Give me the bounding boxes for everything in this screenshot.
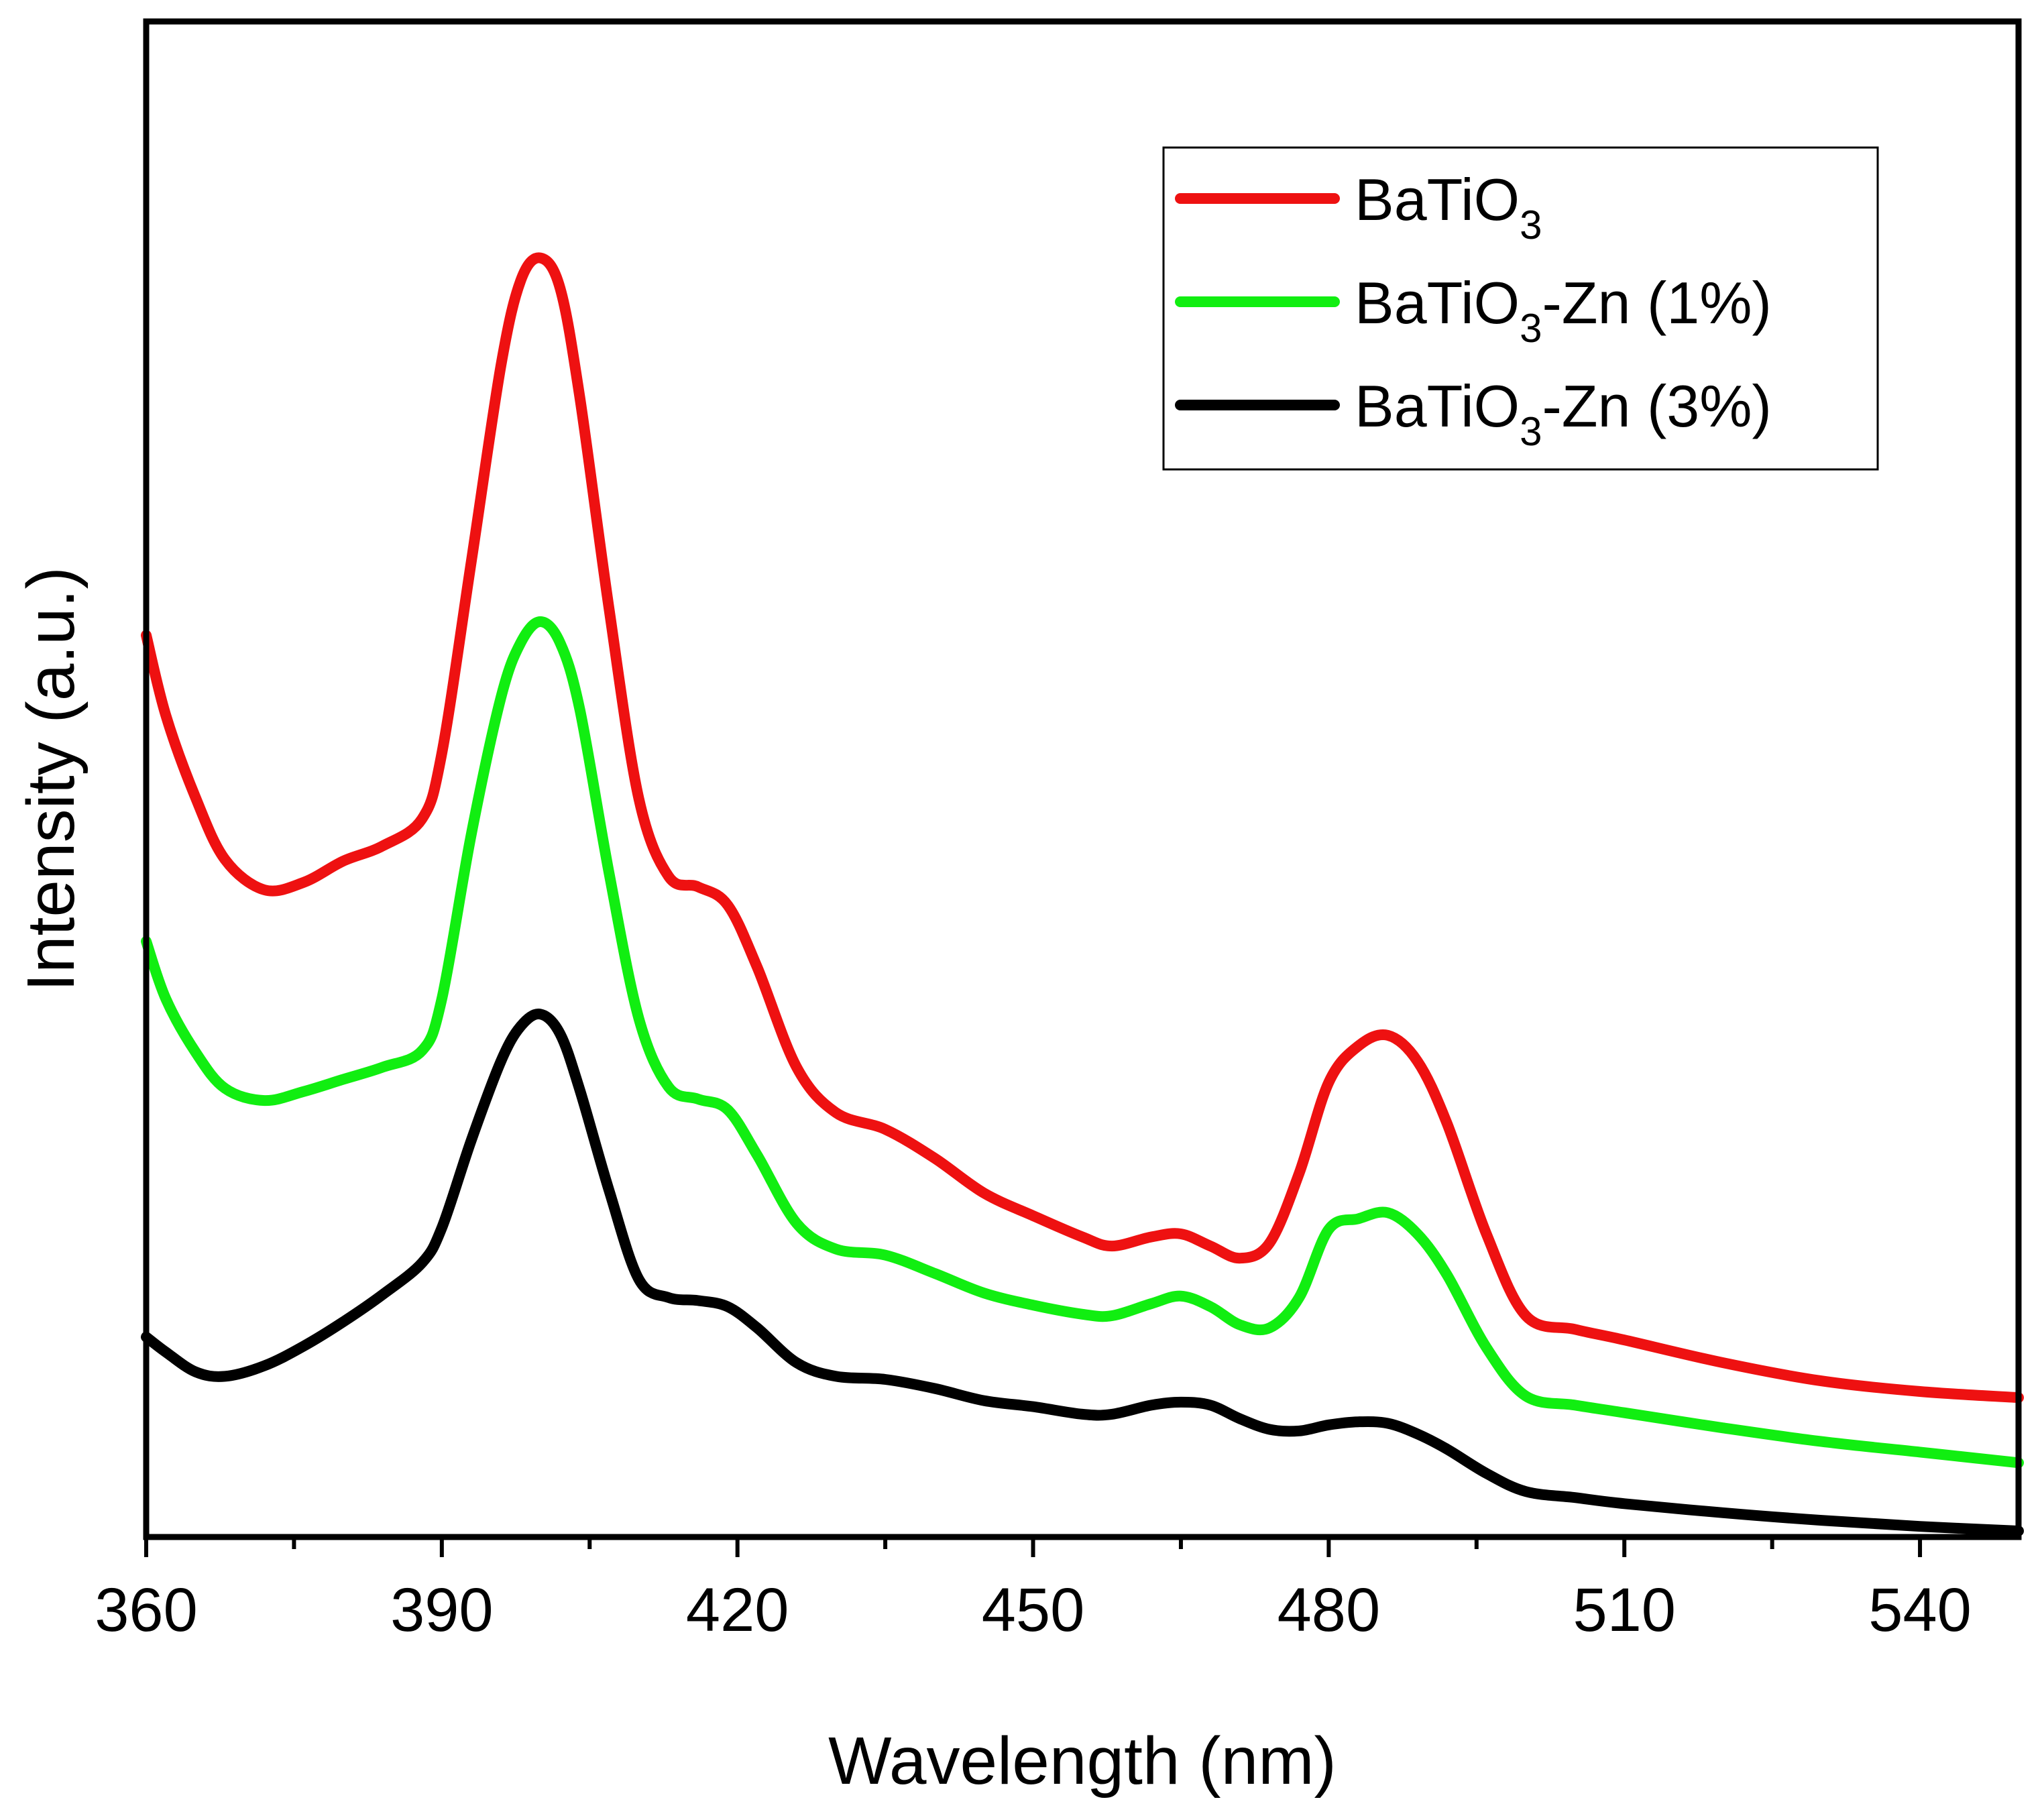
x-tick-label: 510 [1573,1576,1676,1644]
legend: BaTiO3 BaTiO3-Zn (1%) BaTiO3-Zn (3%) [1162,146,1879,471]
x-tick-label: 540 [1868,1576,1972,1644]
legend-item: BaTiO3-Zn (3%) [1175,373,1772,454]
legend-label: BaTiO3 [1355,166,1542,247]
x-tick-label: 420 [686,1576,789,1644]
x-tick-label: 450 [982,1576,1085,1644]
y-axis-label: Intensity (a.u.) [13,567,89,992]
series-line-3 [141,252,2024,1404]
series-line-2 [141,616,2024,1469]
legend-item: BaTiO3-Zn (1%) [1175,270,1772,351]
legend-items: BaTiO3 BaTiO3-Zn (1%) BaTiO3-Zn (3%) [1175,166,1772,454]
series-line-1 [141,1009,2024,1536]
x-axis-tick-labels: 360 390 420 450 480 510 540 [95,1576,1972,1644]
x-tick-label: 390 [390,1576,494,1644]
x-axis-label: Wavelength (nm) [828,1723,1337,1799]
legend-item: BaTiO3 [1175,166,1542,247]
x-axis-ticks [144,1537,1923,1557]
plot-frame [143,18,2022,1540]
legend-label: BaTiO3-Zn (1%) [1355,270,1772,351]
legend-label: BaTiO3-Zn (3%) [1355,373,1772,454]
x-tick-label: 360 [95,1576,198,1644]
x-tick-label: 480 [1278,1576,1381,1644]
